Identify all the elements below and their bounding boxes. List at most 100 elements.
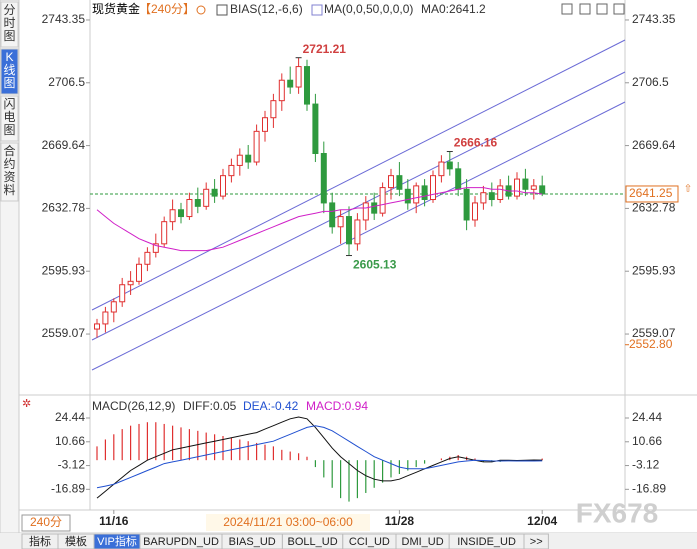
sidebar-tab[interactable] [0, 95, 19, 142]
candle-body [497, 185, 504, 201]
tab-label: VIP指标 [97, 534, 137, 548]
candle-body [379, 187, 386, 214]
candle-body [312, 103, 319, 155]
candle-body [278, 79, 285, 102]
candle-body [430, 175, 436, 201]
sidebar-tab[interactable] [0, 1, 19, 48]
candle-body [304, 66, 310, 105]
y-tick-label: 24.44 [55, 410, 85, 424]
indicator: MA(0,0,50,0,0,0) [324, 2, 413, 16]
candle-body [539, 185, 546, 195]
y-tick-label: 2559.07 [632, 326, 676, 340]
sidebar-char: 图 [3, 29, 15, 43]
last-price-box [625, 185, 679, 203]
sidebar-char: 电 [3, 110, 15, 124]
candle-body [388, 175, 394, 189]
sidebar-char: 料 [3, 183, 15, 197]
candle-body [514, 178, 520, 197]
candle-body [362, 202, 369, 221]
candle-body [211, 188, 218, 197]
candle-body [295, 66, 302, 88]
cursor-time-box [206, 514, 370, 531]
indicator: BIAS(12,-6,6) [230, 2, 303, 16]
tab-label: CCI_UD [349, 536, 390, 548]
icon[interactable] [311, 4, 323, 16]
y-tick-label: 10.66 [55, 434, 85, 448]
cursor-price-label: 2552.80 [629, 337, 673, 351]
candle-body [404, 188, 411, 204]
ma-line [96, 187, 543, 252]
candle-body [480, 192, 487, 204]
y-tick-label: 2669.64 [632, 138, 676, 152]
title: 现货黄金 [92, 1, 140, 16]
candle-body [371, 202, 378, 214]
candle-body [287, 79, 294, 88]
sidebar-tab[interactable] [0, 48, 19, 95]
icon[interactable] [579, 3, 591, 15]
candle-body [262, 117, 268, 132]
tab-label: 指标 [29, 534, 51, 548]
channel [91, 39, 626, 371]
candle-body [194, 199, 201, 207]
candle-body [161, 221, 168, 245]
sidebar-char: 资 [3, 170, 15, 184]
candle-body [488, 192, 495, 201]
tab[interactable] [523, 533, 549, 549]
sidebar-tab[interactable] [0, 142, 19, 202]
y-tick-label: 2706.5 [48, 75, 85, 89]
y-tick-label: 2632.78 [632, 201, 676, 215]
dea-line [96, 425, 543, 489]
sidebar-char: 图 [3, 76, 15, 90]
channel-line [91, 39, 626, 311]
candle-body [438, 161, 445, 177]
icon[interactable] [561, 3, 573, 15]
tab-label: BIAS_UD [229, 536, 276, 548]
y-tick-label: 2559.07 [42, 326, 86, 340]
sidebar-char: K [5, 50, 13, 64]
candle-body [530, 185, 537, 190]
candle-body [220, 175, 226, 197]
icon[interactable] [216, 4, 228, 16]
candle-body [119, 284, 126, 303]
candle-body [354, 219, 361, 245]
candle-body [253, 130, 260, 163]
cursor-time: 2024/11/21 03:00~06:00 [223, 515, 353, 529]
period-box[interactable] [21, 514, 71, 532]
arrow: ⇧ [684, 184, 692, 195]
annotation: 2666.16 [454, 136, 498, 150]
candle-body [245, 154, 252, 163]
x-tick-label: 11/28 [385, 514, 415, 528]
sidebar-char: 时 [3, 16, 15, 30]
candle-body [178, 209, 184, 218]
candle-body [320, 153, 327, 204]
macd-value: MACD:0.94 [306, 399, 368, 413]
tab-label: BARUPDN_UD [143, 536, 219, 548]
tab-label: INSIDE_UD [457, 536, 516, 548]
toolbar-icons[interactable] [561, 3, 625, 15]
diff-line [96, 416, 543, 499]
macd-icon[interactable]: ✲ [22, 398, 31, 410]
y-tick-label: -3.12 [58, 458, 86, 472]
sidebar-char: 图 [3, 123, 15, 137]
y-tick-label: -16.89 [632, 481, 666, 495]
candle-body [396, 175, 403, 190]
candle-body [186, 199, 193, 218]
y-tick-label: -16.89 [51, 481, 85, 495]
macd-title: MACD(26,12,9) [92, 399, 175, 413]
candle-body [169, 209, 176, 223]
candle-body [270, 100, 277, 119]
annotation: 2721.21 [303, 42, 347, 56]
sidebar-char: 线 [3, 63, 15, 77]
y-tick-label: 10.66 [632, 434, 662, 448]
icon[interactable] [613, 3, 625, 15]
candle-body [522, 178, 529, 190]
candle-body [446, 161, 453, 170]
y-tick-label: -3.12 [632, 458, 660, 472]
icon[interactable] [196, 5, 206, 15]
y-tick-label: 2632.78 [42, 201, 86, 215]
candle-body [152, 243, 159, 253]
icon[interactable] [596, 3, 608, 15]
y-tick-label: 2706.5 [632, 75, 669, 89]
candle-body [455, 168, 462, 190]
